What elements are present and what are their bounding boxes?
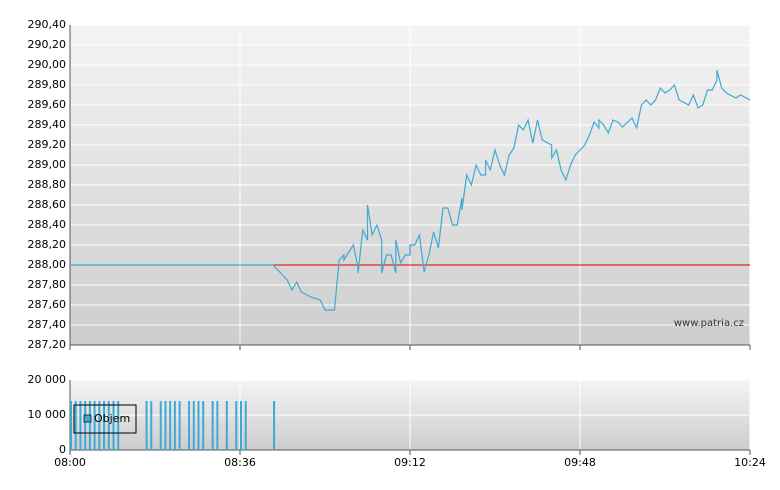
y-tick-label: 289,00 bbox=[28, 158, 67, 171]
y-tick-label: 287,40 bbox=[28, 318, 67, 331]
y-tick-label: 290,40 bbox=[28, 18, 67, 31]
volume-bar bbox=[235, 401, 238, 450]
x-tick-label: 09:48 bbox=[564, 456, 596, 469]
y-tick-label: 288,80 bbox=[28, 178, 67, 191]
volume-bar bbox=[197, 401, 200, 450]
y-tick-label: 288,20 bbox=[28, 238, 67, 251]
y-tick-label: 288,40 bbox=[28, 218, 67, 231]
x-tick-label: 08:36 bbox=[224, 456, 256, 469]
y-tick-label: 290,20 bbox=[28, 38, 67, 51]
volume-bar bbox=[273, 401, 276, 450]
volume-bar bbox=[88, 401, 91, 450]
volume-bar bbox=[159, 401, 162, 450]
volume-bar bbox=[178, 401, 181, 450]
volume-bar bbox=[93, 401, 96, 450]
x-tick-label: 10:24 bbox=[734, 456, 766, 469]
volume-bar bbox=[84, 401, 87, 450]
y-tick-label: 289,40 bbox=[28, 118, 67, 131]
volume-bar bbox=[216, 401, 219, 450]
volume-bar bbox=[164, 401, 167, 450]
volume-bar bbox=[240, 401, 242, 450]
volume-bar bbox=[244, 401, 247, 450]
volume-bar bbox=[112, 401, 115, 450]
y-tick-label: 0 bbox=[59, 443, 66, 456]
watermark: www.patria.cz bbox=[674, 318, 744, 329]
price-line bbox=[70, 69, 751, 311]
y-tick-label: 20 000 bbox=[28, 373, 67, 386]
volume-bar bbox=[192, 401, 195, 450]
volume-bar bbox=[103, 401, 106, 450]
volume-bar bbox=[79, 401, 82, 450]
volume-bar bbox=[117, 401, 120, 450]
volume-bar bbox=[70, 401, 72, 450]
volume-bar bbox=[202, 401, 205, 450]
y-tick-label: 290,00 bbox=[28, 58, 67, 71]
x-tick-label: 08:00 bbox=[54, 456, 86, 469]
y-tick-label: 287,20 bbox=[28, 338, 67, 351]
volume-bar bbox=[169, 401, 172, 450]
volume-bar bbox=[74, 401, 77, 450]
volume-bar bbox=[150, 401, 153, 450]
x-tick-label: 09:12 bbox=[394, 456, 426, 469]
y-tick-label: 289,80 bbox=[28, 78, 67, 91]
y-tick-label: 287,60 bbox=[28, 298, 67, 311]
y-tick-label: 289,60 bbox=[28, 98, 67, 111]
volume-bar bbox=[211, 401, 214, 450]
volume-bar bbox=[225, 401, 228, 450]
y-tick-label: 288,60 bbox=[28, 198, 67, 211]
y-tick-label: 287,80 bbox=[28, 278, 67, 291]
legend: Objem bbox=[73, 404, 137, 434]
volume-bar bbox=[98, 401, 101, 450]
volume-bar bbox=[107, 401, 110, 450]
legend-label: Objem bbox=[94, 412, 130, 425]
legend-swatch bbox=[83, 414, 92, 423]
y-tick-label: 10 000 bbox=[28, 408, 67, 421]
y-tick-label: 289,20 bbox=[28, 138, 67, 151]
legend-box bbox=[73, 404, 137, 434]
volume-bar bbox=[145, 401, 148, 450]
y-tick-label: 288,00 bbox=[28, 258, 67, 271]
volume-bar bbox=[188, 401, 191, 450]
volume-bar bbox=[173, 401, 176, 450]
